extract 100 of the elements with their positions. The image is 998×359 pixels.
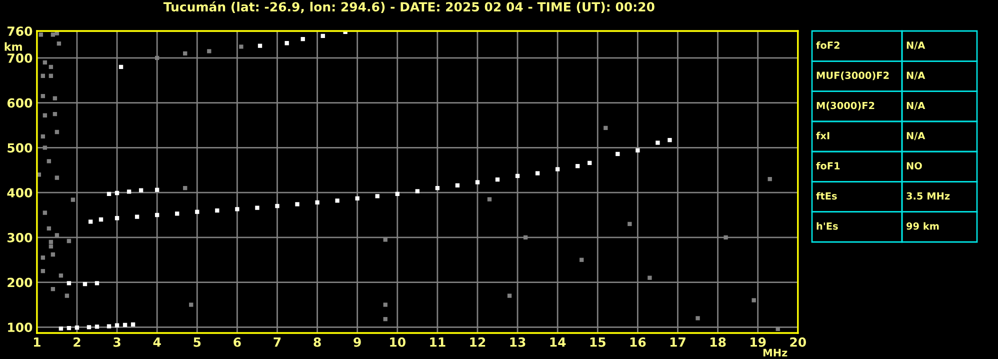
x-tick-label: 13 <box>510 337 526 347</box>
x-tick-label: 8 <box>314 337 321 347</box>
text: N/A <box>906 132 926 140</box>
point <box>628 222 632 226</box>
point <box>495 177 500 182</box>
point <box>98 217 104 222</box>
point <box>64 294 70 298</box>
point <box>300 37 305 42</box>
y-tick-label: 100 <box>8 322 32 332</box>
point <box>40 256 46 260</box>
point <box>94 324 100 329</box>
point <box>668 138 672 142</box>
point <box>154 188 160 192</box>
point <box>66 281 72 286</box>
x-tick-label: 16 <box>630 337 646 347</box>
point <box>535 171 540 176</box>
x-tick-label: 11 <box>430 338 446 347</box>
chart-title: Tucumán (lat: -26.9, lon: 294.6) - DATE: 2025 02 04 - TIME (UT): 00:20 <box>163 1 654 14</box>
point <box>507 294 512 298</box>
x-tick-label: 4 <box>153 338 161 347</box>
point <box>114 216 120 220</box>
point <box>106 324 112 328</box>
point <box>604 126 608 130</box>
point <box>46 159 52 164</box>
point <box>239 44 244 49</box>
x-tick-label: 2 <box>74 337 80 347</box>
point <box>616 152 620 156</box>
x-tick-label: 12 <box>470 337 486 347</box>
text: N/A <box>906 42 926 50</box>
point <box>768 177 772 182</box>
point <box>235 207 240 212</box>
point <box>130 322 136 327</box>
point <box>752 298 756 302</box>
point <box>183 51 188 56</box>
point <box>40 134 46 139</box>
point <box>588 160 592 166</box>
point <box>648 276 652 280</box>
point <box>696 316 700 320</box>
point <box>54 130 60 134</box>
point <box>415 189 420 194</box>
point <box>580 258 584 262</box>
point <box>126 190 132 194</box>
point <box>295 202 300 206</box>
point <box>106 192 112 196</box>
point <box>48 74 54 78</box>
x-tick-label: 9 <box>354 337 361 347</box>
point <box>46 226 52 231</box>
text: N/A <box>906 72 926 80</box>
point <box>38 32 44 37</box>
point <box>724 235 728 240</box>
y-tick-label: 700 <box>8 53 32 63</box>
point <box>50 252 56 257</box>
point <box>455 183 460 188</box>
point <box>40 94 46 98</box>
point <box>576 164 580 168</box>
point <box>118 64 124 69</box>
point <box>56 42 62 46</box>
text: foF1 <box>816 162 840 170</box>
point <box>42 113 48 118</box>
text: ftEs <box>816 192 837 200</box>
point <box>138 188 144 192</box>
point <box>54 176 60 180</box>
x-tick-label: 17 <box>670 338 686 347</box>
point <box>355 196 360 200</box>
point <box>48 240 54 244</box>
x-tick-label: 5 <box>194 338 201 347</box>
y-tick-label: 200 <box>8 278 32 288</box>
x-tick-label: 7 <box>274 338 281 347</box>
point <box>175 212 180 216</box>
point <box>154 56 160 60</box>
point <box>54 233 60 238</box>
x-tick-label: 10 <box>390 337 406 347</box>
point <box>52 112 58 116</box>
x-axis-title: MHz <box>763 348 788 356</box>
point <box>315 200 320 205</box>
point <box>122 322 128 328</box>
point <box>395 192 400 196</box>
point <box>284 41 289 46</box>
point <box>66 238 72 244</box>
point <box>383 317 388 322</box>
y-tick-label: 500 <box>8 143 32 153</box>
point <box>258 44 262 48</box>
point <box>335 198 340 203</box>
point <box>383 302 388 307</box>
point <box>207 49 212 54</box>
point <box>275 204 280 208</box>
point <box>556 167 560 172</box>
point <box>475 180 480 184</box>
x-tick-label: 1 <box>34 338 40 347</box>
y-axis-title: km <box>4 42 22 51</box>
x-tick-label: 3 <box>114 337 120 347</box>
text: 99 km <box>906 222 939 230</box>
point <box>88 220 93 224</box>
point <box>40 269 46 274</box>
point <box>255 206 260 210</box>
point <box>375 194 380 198</box>
text: MUF(3000)F2 <box>816 72 889 80</box>
y-tick-label: 760 <box>8 26 32 36</box>
x-tick-label: 20 <box>790 337 806 347</box>
point <box>70 198 76 202</box>
